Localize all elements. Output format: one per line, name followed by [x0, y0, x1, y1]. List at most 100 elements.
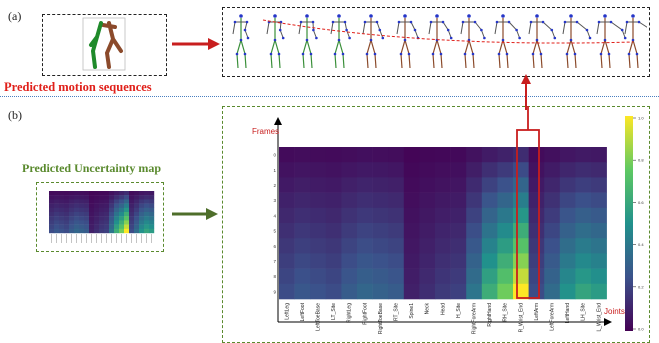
heatmap-cell: [310, 283, 327, 300]
thumbnail-cell: [149, 224, 155, 229]
heatmap-cell: [450, 268, 467, 285]
skeleton-frame: [330, 14, 351, 69]
thumbnail-cell: [49, 216, 55, 221]
heatmap-cell: [466, 177, 483, 193]
heatmap-cell: [575, 238, 592, 254]
heatmap-cell: [481, 268, 498, 285]
thumbnail-cell: [79, 224, 85, 229]
frame-label: 5: [273, 229, 276, 234]
thumbnail-cell: [109, 191, 115, 196]
heatmap-cell: [310, 253, 327, 269]
frame-label: 4: [273, 213, 276, 218]
colorbar-tick-label: 0.4: [638, 242, 644, 247]
heatmap-cell: [466, 147, 483, 163]
thumbnail-cell: [54, 212, 60, 217]
thumbnail-cell: [129, 220, 135, 225]
thumbnail-cell: [54, 195, 60, 200]
thumbnail-cell: [94, 224, 100, 229]
thumbnail-cell: [59, 207, 65, 213]
heatmap-cell: [341, 283, 358, 300]
thumbnail-cell: [59, 224, 65, 229]
joint-label: LeftForeArm: [550, 303, 556, 331]
thumbnail-cell: [104, 228, 110, 234]
heatmap-cell: [466, 223, 483, 239]
thumbnail-cell: [79, 203, 85, 208]
thumbnail-cell: [74, 216, 80, 221]
heatmap-cell: [279, 238, 295, 254]
heatmap-cell: [481, 192, 498, 209]
thumbnail-cell: [109, 195, 115, 200]
thumbnail-cell: [119, 228, 125, 234]
thumbnail-cell: [54, 191, 60, 196]
heatmap-cell: [450, 207, 467, 224]
heatmap-cell: [481, 283, 498, 300]
heatmap-cell: [310, 207, 327, 224]
heatmap-cell: [419, 177, 436, 193]
thumbnail-cell: [99, 191, 105, 196]
heatmap-cell: [357, 162, 373, 178]
panel-a-label: (a): [8, 9, 22, 23]
thumbnail-cell: [94, 228, 100, 234]
heatmap-cell: [419, 268, 436, 285]
thumbnail-cell: [149, 216, 155, 221]
heatmap-cell: [544, 268, 561, 285]
thumbnail-cell: [144, 216, 150, 221]
heatmap-cell: [435, 147, 451, 163]
thumbnail-cell: [144, 203, 150, 208]
thumbnail-cell: [124, 220, 130, 225]
thumbnail-cell: [124, 195, 130, 200]
joint-label: L_Wrist_End: [596, 303, 602, 332]
heatmap-cell: [466, 238, 483, 254]
uncertainty-thumbnail-frame: [36, 182, 164, 252]
joint-label: RH_Site: [503, 303, 509, 322]
thumbnail-cell: [139, 212, 145, 217]
thumbnail-cell: [64, 224, 70, 229]
thumbnail-cell: [79, 212, 85, 217]
thumbnail-cell: [134, 195, 140, 200]
thumbnail-cell: [79, 195, 85, 200]
thumbnail-cell: [139, 220, 145, 225]
skeleton-frame: [266, 14, 285, 69]
thumbnail-cell: [109, 207, 115, 213]
heatmap-cell: [310, 177, 327, 193]
heatmap-cell: [325, 162, 342, 178]
thumbnail-cell: [49, 224, 55, 229]
heatmap-cell: [403, 268, 420, 285]
joint-label: RightHand: [487, 303, 493, 327]
frame-label: 7: [273, 259, 276, 264]
thumbnail-cell: [129, 195, 135, 200]
heatmap-cell: [513, 253, 529, 269]
heatmap-cell: [544, 147, 561, 163]
heatmap-cell: [481, 207, 498, 224]
thumbnail-cell: [114, 203, 120, 208]
thumbnail-cell: [99, 220, 105, 225]
thumbnail-cell: [94, 207, 100, 213]
heatmap-cell: [575, 147, 592, 163]
thumbnail-cell: [64, 199, 70, 204]
thumbnail-cell: [99, 207, 105, 213]
frame-label: 1: [273, 168, 276, 173]
thumbnail-cell: [69, 203, 75, 208]
thumbnail-cell: [89, 195, 95, 200]
heatmap-cell: [388, 268, 405, 285]
colorbar-tick-label: 0.6: [638, 200, 644, 205]
thumbnail-cell: [89, 203, 95, 208]
thumbnail-cell: [134, 228, 140, 234]
heatmap-cell: [294, 162, 311, 178]
colorbar-tick-label: 0.0: [638, 327, 644, 332]
thumbnail-cell: [114, 212, 120, 217]
thumbnail-cell: [89, 191, 95, 196]
skeleton-frame: [232, 14, 250, 69]
motion-sequence-title: Predicted motion sequences: [4, 80, 152, 94]
heatmap-cell: [544, 238, 561, 254]
colorbar-tick-label: 1.0: [638, 116, 644, 121]
heatmap-cell: [294, 223, 311, 239]
thumbnail-cell: [139, 228, 145, 234]
heatmap-cell: [528, 223, 545, 239]
thumbnail-cell: [114, 216, 120, 221]
heatmap-cell: [528, 283, 545, 300]
thumbnail-cell: [149, 199, 155, 204]
thumbnail-cell: [94, 191, 100, 196]
thumbnail-cell: [124, 203, 130, 208]
heatmap-cell: [544, 192, 561, 209]
